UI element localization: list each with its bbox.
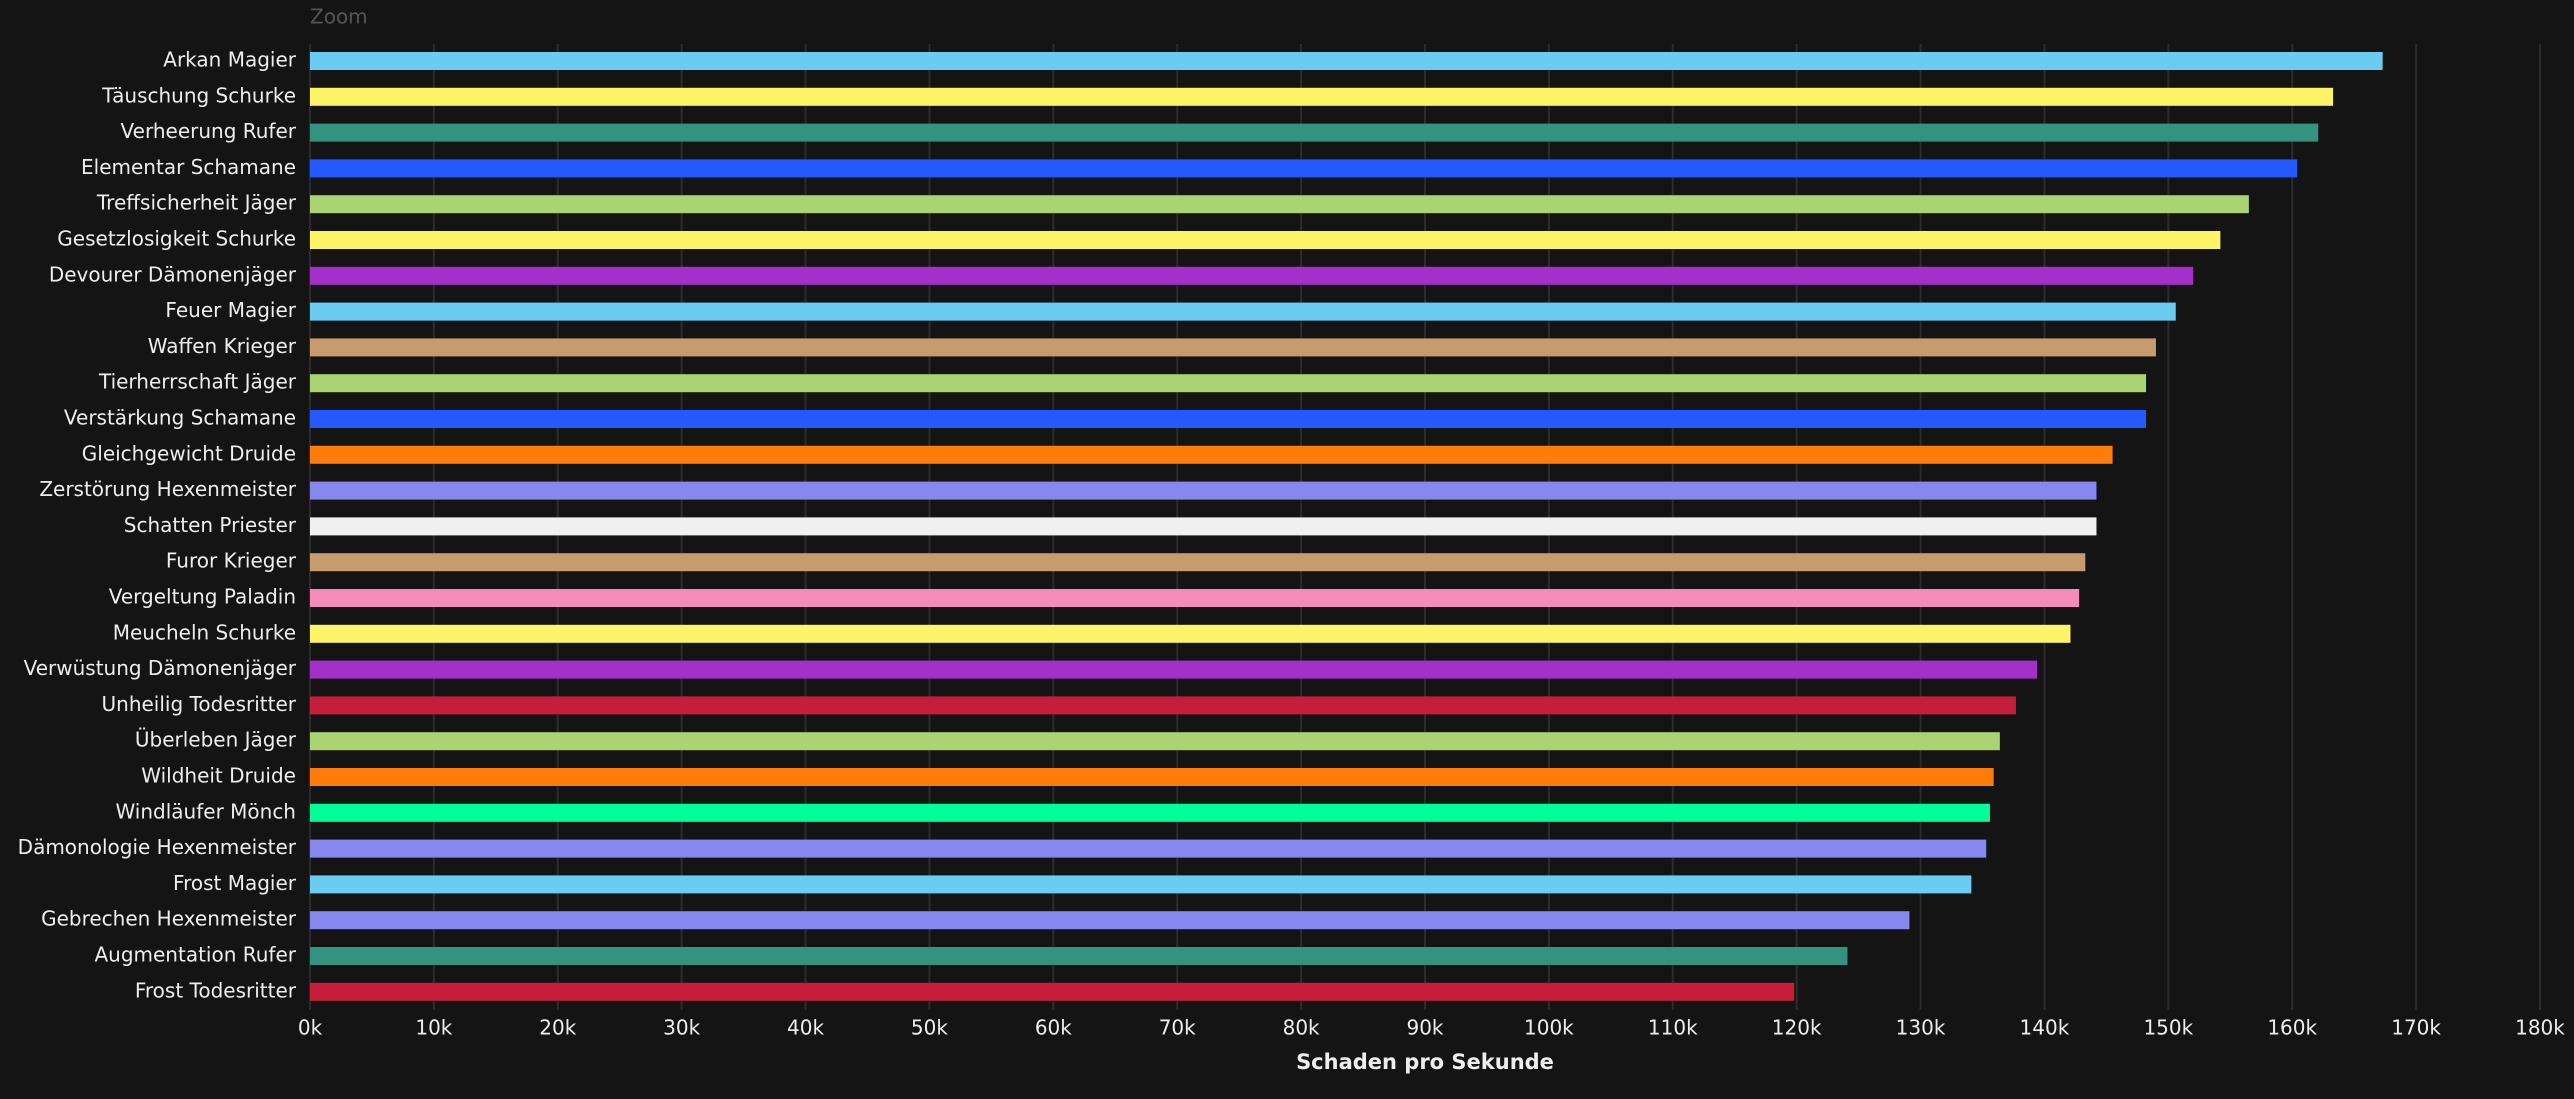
bar (310, 123, 2319, 142)
x-tick-label: 160k (2267, 1016, 2317, 1040)
y-tick-label: Dämonologie Hexenmeister (18, 835, 297, 859)
bar (310, 302, 2176, 321)
x-tick-label: 170k (2391, 1016, 2441, 1040)
y-tick-label: Verwüstung Dämonenjäger (24, 656, 297, 680)
bar (310, 87, 2334, 106)
bar (310, 624, 2071, 643)
y-tick-label: Feuer Magier (165, 298, 296, 322)
bar (310, 947, 1848, 965)
y-tick-label: Elementar Schamane (81, 155, 296, 179)
bar (310, 517, 2097, 536)
y-tick-label: Furor Krieger (166, 549, 297, 573)
x-tick-label: 180k (2515, 1016, 2565, 1040)
bar (310, 553, 2086, 572)
bar (310, 159, 2298, 178)
x-tick-label: 100k (1524, 1016, 1574, 1040)
x-tick-label: 80k (1283, 1016, 1320, 1040)
y-tick-label: Frost Magier (173, 871, 297, 895)
bar (310, 231, 2221, 249)
x-tick-label: 140k (2020, 1016, 2070, 1040)
bar (310, 982, 1795, 1001)
x-tick-label: 10k (415, 1016, 452, 1040)
bar (310, 410, 2147, 428)
bar (310, 589, 2080, 607)
bar (310, 374, 2147, 393)
zoom-label[interactable]: Zoom (310, 5, 368, 29)
bar (310, 195, 2249, 214)
y-tick-label: Frost Todesritter (135, 978, 297, 1002)
x-tick-label: 0k (298, 1016, 323, 1040)
bar (310, 660, 2038, 679)
y-tick-label: Augmentation Rufer (94, 943, 296, 967)
y-tick-label: Devourer Dämonenjäger (49, 262, 297, 286)
y-tick-label: Gleichgewicht Druide (82, 441, 296, 465)
y-tick-label: Unheilig Todesritter (102, 692, 297, 716)
y-tick-label: Treffsicherheit Jäger (96, 191, 297, 215)
y-tick-label: Waffen Krieger (148, 334, 297, 358)
y-tick-label: Verheerung Rufer (121, 119, 297, 143)
bar (310, 911, 1910, 930)
bar (310, 481, 2097, 500)
y-tick-label: Zerstörung Hexenmeister (39, 477, 296, 501)
bar (310, 839, 1987, 858)
y-tick-label: Arkan Magier (163, 48, 296, 72)
y-tick-label: Schatten Priester (124, 513, 297, 537)
x-tick-label: 20k (539, 1016, 576, 1040)
bar (310, 875, 1972, 894)
y-tick-label: Tierherrschaft Jäger (98, 370, 297, 394)
bar (310, 266, 2194, 285)
bar (310, 803, 1990, 822)
y-tick-label: Vergeltung Paladin (109, 585, 296, 609)
bar (310, 732, 2000, 751)
y-tick-label: Windläufer Mönch (115, 799, 296, 823)
y-tick-label: Täuschung Schurke (101, 83, 296, 107)
y-tick-label: Gesetzlosigkeit Schurke (57, 227, 296, 251)
x-tick-label: 60k (1035, 1016, 1072, 1040)
x-tick-label: 70k (1159, 1016, 1196, 1040)
x-axis-title: Schaden pro Sekunde (1296, 1050, 1554, 1074)
x-tick-label: 90k (1406, 1016, 1443, 1040)
bar (310, 696, 2016, 715)
x-tick-label: 50k (911, 1016, 948, 1040)
y-tick-label: Meucheln Schurke (113, 620, 296, 644)
x-tick-label: 120k (1772, 1016, 1822, 1040)
bar (310, 52, 2383, 70)
x-tick-label: 150k (2143, 1016, 2193, 1040)
x-tick-label: 40k (787, 1016, 824, 1040)
x-tick-label: 130k (1896, 1016, 1946, 1040)
y-tick-label: Wildheit Druide (141, 764, 296, 788)
y-tick-label: Verstärkung Schamane (64, 406, 296, 430)
x-tick-label: 110k (1648, 1016, 1698, 1040)
bar (310, 445, 2113, 464)
bar (310, 768, 1994, 786)
y-tick-label: Überleben Jäger (135, 728, 297, 752)
bar (310, 338, 2156, 357)
y-tick-label: Gebrechen Hexenmeister (41, 907, 297, 931)
x-tick-label: 30k (663, 1016, 700, 1040)
